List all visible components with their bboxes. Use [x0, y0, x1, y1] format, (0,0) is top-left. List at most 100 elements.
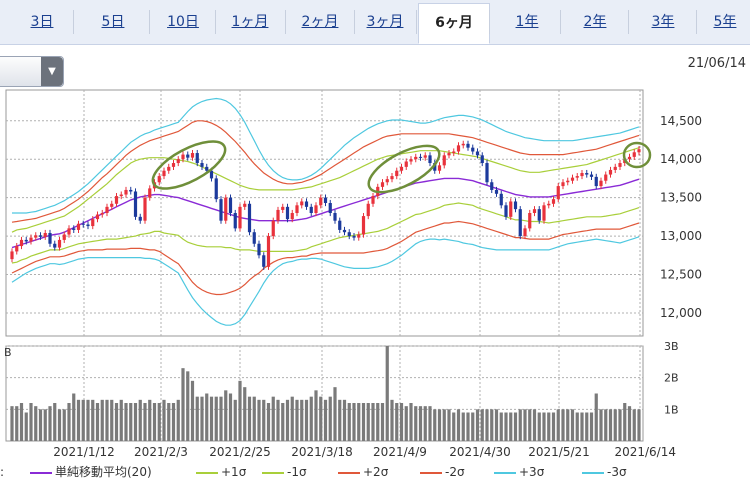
y-tick-label: 12,500 — [660, 268, 702, 282]
candle-body — [551, 199, 556, 204]
candle-body — [57, 239, 62, 248]
candle-body — [190, 153, 195, 158]
volume-bar — [423, 406, 427, 441]
volume-bar — [257, 399, 261, 441]
candle-body — [300, 201, 304, 206]
volume-bar — [157, 403, 161, 441]
volume-bar — [224, 390, 228, 441]
volume-bar — [566, 409, 570, 441]
tab-3[interactable]: 10日 — [167, 14, 199, 30]
volume-bar — [195, 396, 199, 441]
legend-swatch — [338, 471, 360, 474]
candle-body — [171, 163, 176, 167]
volume-bar — [418, 406, 423, 441]
band-plus2-line — [11, 120, 640, 223]
candle-body — [452, 151, 456, 154]
candle-body — [542, 205, 546, 221]
volume-bar — [119, 399, 123, 441]
volume-bar — [437, 409, 442, 441]
candle-body — [195, 153, 199, 164]
volume-bar — [319, 396, 323, 441]
candle-body — [34, 235, 38, 238]
tab-1[interactable]: 3日 — [30, 14, 54, 30]
candle-body — [423, 155, 427, 158]
volume-bar — [371, 403, 375, 441]
volume-bar — [623, 403, 627, 441]
candle-body — [532, 209, 537, 213]
tab-11[interactable]: 5年 — [713, 14, 737, 30]
volume-bar — [547, 412, 551, 441]
volume-bar — [499, 412, 503, 441]
volume-bar — [228, 393, 233, 441]
candle-body — [138, 216, 142, 221]
volume-bar — [304, 399, 309, 441]
band-minus2-line — [11, 220, 640, 296]
candle-body — [338, 220, 342, 230]
volume-bar — [181, 368, 185, 441]
tab-2[interactable]: 5日 — [101, 14, 125, 30]
candle-body — [72, 228, 76, 230]
candle-body — [304, 201, 309, 207]
candle-body — [10, 251, 14, 260]
legend-label: -1σ — [287, 465, 307, 479]
volume-tick-label: 2B — [664, 372, 679, 385]
candle-body — [129, 189, 133, 192]
volume-bar — [532, 409, 537, 441]
candle-body — [247, 203, 252, 233]
volume-bar — [38, 409, 43, 441]
volume-bar — [485, 409, 489, 441]
legend-item: -1σ — [262, 462, 307, 482]
tab-separator — [696, 10, 697, 34]
legend-item: -2σ — [420, 462, 465, 482]
candle-body — [214, 178, 218, 200]
tab-5[interactable]: 2ヶ月 — [301, 14, 339, 30]
volume-bar — [328, 396, 332, 441]
volume-bar — [200, 396, 204, 441]
tab-7[interactable]: 6ヶ月 — [418, 3, 490, 44]
candle-body — [119, 194, 123, 197]
tab-9[interactable]: 2年 — [583, 14, 607, 30]
candle-body — [471, 147, 475, 152]
candle-body — [618, 163, 622, 167]
candle-body — [228, 197, 233, 213]
period-tab-bar: 3日 5日 10日 1ヶ月 2ヶ月 3ヶ月 6ヶ月 1年 2年 3年 5年 — [0, 0, 750, 45]
candle-body — [76, 223, 81, 230]
candle-body — [309, 206, 313, 213]
volume-bar — [561, 409, 565, 441]
tab-4[interactable]: 1ヶ月 — [231, 14, 269, 30]
band-plus1-line — [11, 147, 640, 233]
candle-body — [456, 145, 461, 152]
candle-body — [29, 237, 33, 242]
y-tick-label: 14,000 — [660, 152, 702, 166]
candle-body — [433, 163, 437, 171]
tab-10[interactable]: 3年 — [651, 14, 675, 30]
candle-body — [219, 199, 223, 221]
candle-body — [361, 216, 366, 235]
volume-bar — [72, 393, 76, 441]
candle-body — [276, 209, 280, 221]
volume-unit-label: B — [4, 346, 12, 359]
volume-bar — [34, 406, 38, 441]
volume-bar — [24, 412, 28, 441]
indicator-select[interactable]: ▼ — [0, 56, 64, 87]
x-tick-label: 2021/4/9 — [373, 445, 427, 459]
volume-bar — [219, 396, 223, 441]
volume-bar — [428, 406, 432, 441]
volume-bar — [461, 412, 465, 441]
volume-bar — [186, 371, 190, 441]
tab-8[interactable]: 1年 — [515, 14, 539, 30]
volume-bar — [276, 399, 280, 441]
candle-body — [186, 154, 190, 158]
candle-body — [504, 205, 508, 217]
volume-bar — [570, 409, 575, 441]
candle-body — [594, 176, 598, 187]
candle-body — [38, 235, 43, 237]
candle-body — [262, 255, 266, 267]
candle-body — [91, 219, 95, 227]
tab-6[interactable]: 3ヶ月 — [366, 14, 404, 30]
volume-bar — [138, 399, 142, 441]
legend-label: -2σ — [445, 465, 465, 479]
y-tick-label: 12,000 — [660, 306, 702, 320]
candle-body — [295, 205, 299, 213]
